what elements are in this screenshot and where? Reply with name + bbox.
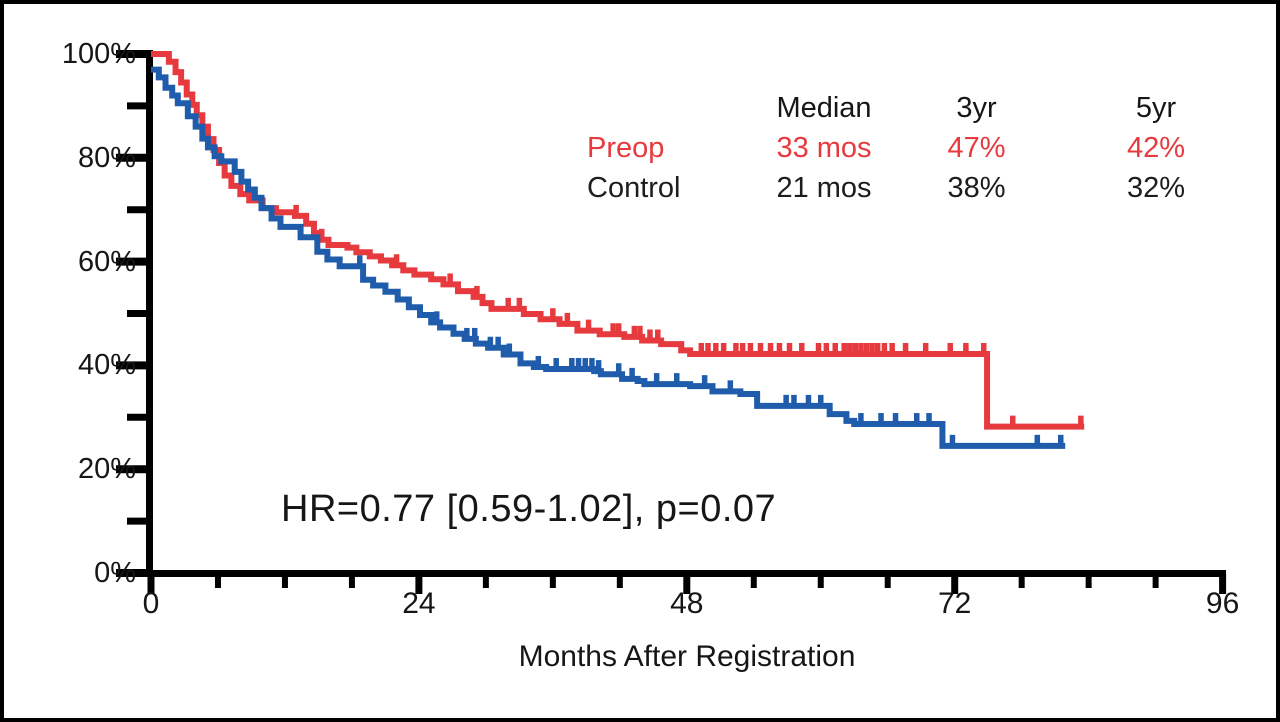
stats-row-preop-5yr: 42% <box>1126 132 1186 164</box>
stats-row-control-3yr: 38% <box>947 172 1006 204</box>
survival-curve-preop <box>151 51 1085 430</box>
x-axis-tick-label: 72 <box>938 587 972 620</box>
y-axis-tick-label: 0% <box>94 557 136 589</box>
y-axis-tick-label: 100% <box>61 38 136 70</box>
stats-row-preop-3yr: 47% <box>947 132 1006 164</box>
x-axis-tick-label: 48 <box>670 587 704 620</box>
km-plot-canvas <box>116 50 1227 594</box>
y-axis-tick-label: 40% <box>77 349 136 382</box>
stats-header-5yr: 5yr <box>1135 92 1177 124</box>
stats-row-preop-median: 33 mos <box>776 132 872 164</box>
stats-row-control-5yr: 32% <box>1126 172 1186 204</box>
x-axis-tick-label: 0 <box>142 587 160 620</box>
stats-row-control-label: Control <box>587 172 681 204</box>
stats-row-preop-label: Preop <box>587 132 665 164</box>
hazard-ratio-annotation: HR=0.77 [0.59-1.02], p=0.07 <box>281 488 777 530</box>
survival-curve-control <box>151 66 1066 449</box>
y-axis-tick-label: 20% <box>77 453 136 486</box>
y-axis-tick-label: 60% <box>77 245 136 278</box>
x-axis-tick-label: 96 <box>1205 587 1240 620</box>
stats-header-blank <box>587 88 734 128</box>
y-axis-tick-label: 80% <box>77 141 136 174</box>
x-axis-tick-label: 24 <box>402 587 436 620</box>
stats-header-3yr: 3yr <box>956 92 997 124</box>
stats-row-control-median: 21 mos <box>776 172 872 204</box>
x-axis-title: Months After Registration <box>518 640 856 673</box>
stats-header-median: Median <box>776 92 872 124</box>
stats-table: Median 3yr 5yr Preop 33 mos 47% 42% Cont… <box>587 88 1273 208</box>
